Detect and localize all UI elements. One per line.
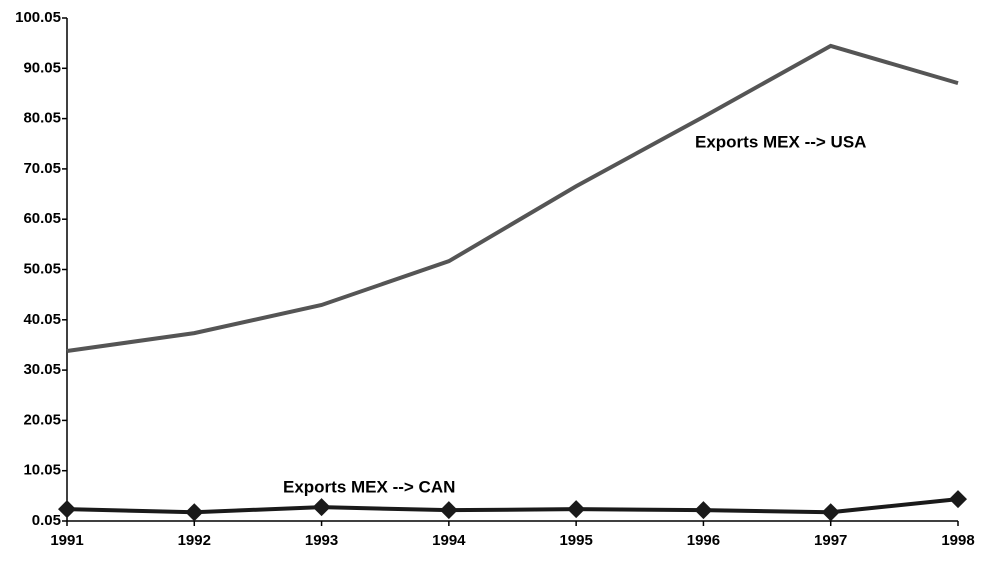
marker xyxy=(312,498,331,517)
series-label: Exports MEX --> CAN xyxy=(283,477,455,496)
y-tick-label: 40.05 xyxy=(23,311,61,328)
y-tick-label: 20.05 xyxy=(23,411,61,428)
y-tick-label: 10.05 xyxy=(23,462,61,479)
marker xyxy=(694,501,713,520)
marker xyxy=(439,501,458,520)
marker xyxy=(949,490,967,509)
y-tick-label: 90.05 xyxy=(23,59,61,76)
x-tick-label: 1998 xyxy=(941,532,974,549)
y-tick-label: 0.05 xyxy=(32,512,61,529)
marker xyxy=(185,503,204,522)
y-tick-label: 80.05 xyxy=(23,110,61,127)
marker xyxy=(821,503,840,522)
y-tick-label: 50.05 xyxy=(23,260,61,277)
x-tick-label: 1994 xyxy=(432,532,466,549)
x-tick-label: 1995 xyxy=(559,532,592,549)
x-tick-label: 1991 xyxy=(50,532,83,549)
y-tick-label: 100.05 xyxy=(15,9,61,26)
y-tick-label: 70.05 xyxy=(23,160,61,177)
y-tick-label: 30.05 xyxy=(23,361,61,378)
y-tick-label: 60.05 xyxy=(23,210,61,227)
marker xyxy=(58,500,76,519)
x-tick-label: 1997 xyxy=(814,532,847,549)
series-label: Exports MEX --> USA xyxy=(695,132,866,151)
series-line xyxy=(66,497,959,515)
series-line xyxy=(66,43,959,353)
x-tick-label: 1993 xyxy=(305,532,338,549)
x-tick-label: 1996 xyxy=(687,532,720,549)
marker xyxy=(567,500,586,519)
x-tick-label: 1992 xyxy=(178,532,211,549)
